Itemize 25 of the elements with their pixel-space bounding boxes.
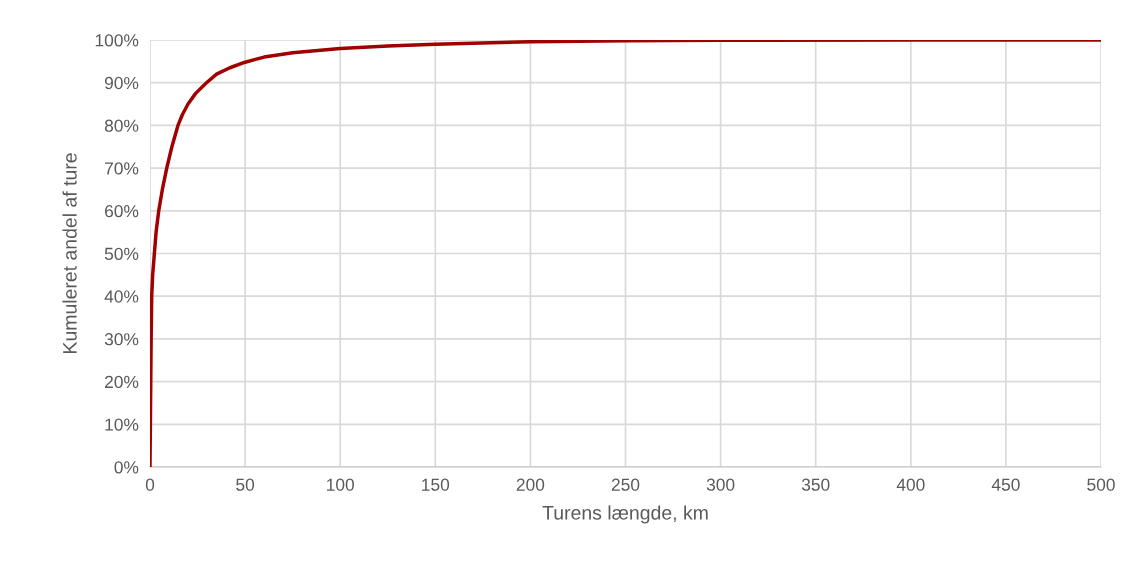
y-tick-label: 20% (105, 375, 139, 389)
x-tick-label: 100 (327, 478, 355, 491)
y-tick-label: 40% (104, 290, 139, 303)
y-axis-title: Kumuleret andel af ture (62, 153, 77, 353)
x-tick-label: 500 (1087, 478, 1115, 491)
y-tick-label: 0% (114, 461, 139, 474)
y-tick-label: 10% (105, 418, 139, 431)
x-tick-label: 400 (896, 478, 925, 491)
y-tick-label: 90% (104, 76, 139, 90)
y-tick-label: 80% (104, 119, 139, 132)
y-tick-label: 100% (95, 34, 139, 47)
line-series (150, 40, 1101, 467)
x-tick-label: 200 (516, 478, 545, 491)
x-tick-label: 50 (236, 478, 255, 491)
x-tick-label: 250 (611, 478, 640, 491)
x-tick-label: 300 (706, 478, 735, 491)
x-tick-label: 0 (145, 478, 155, 491)
x-tick-label: 150 (422, 478, 450, 491)
y-tick-label: 70% (105, 162, 139, 175)
x-tick-label: 450 (991, 478, 1020, 491)
x-axis-title: Turens længde, km (542, 505, 708, 524)
y-tick-label: 30% (104, 333, 139, 346)
x-tick-label: 350 (801, 478, 830, 491)
y-tick-label: 60% (105, 204, 139, 218)
y-tick-label: 50% (104, 247, 139, 260)
